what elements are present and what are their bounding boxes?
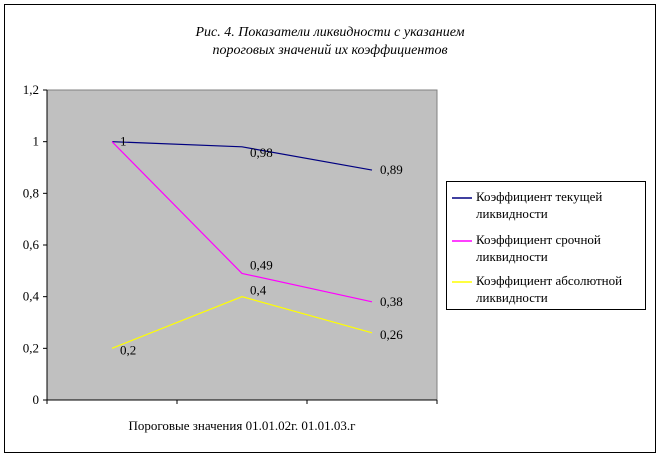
data-label-s1-p3: 0,89 [380, 162, 403, 177]
series-lines [111, 141, 373, 349]
data-label-s3-p3: 0,26 [380, 327, 403, 342]
y-tick-label: 0,2 [23, 340, 39, 355]
chart-title-line-2: пороговых значений их коэффициентов [212, 43, 447, 58]
axes: 0 0,2 0,4 0,6 0,8 1 1,2 [23, 82, 438, 407]
x-axis-label: Пороговые значения 01.01.02г. 01.01.03.г [128, 418, 355, 433]
legend [446, 181, 646, 310]
legend-label-1: ликвидности [476, 206, 548, 221]
legend-label-2: ликвидности [476, 249, 548, 264]
data-label-s1-p1: 1 [120, 134, 127, 149]
legend-entries: Коэффициент текущей ликвидности Коэффициен… [452, 189, 622, 305]
data-label-s3-p2: 0,4 [250, 283, 267, 298]
series-line-2 [111, 141, 373, 303]
legend-label-2: Коэффициент срочной [476, 232, 601, 247]
y-tick-label: 1 [33, 134, 40, 149]
y-tick-label: 1,2 [23, 82, 39, 97]
plot-area [46, 89, 438, 401]
data-label-s3-p1: 0,2 [120, 342, 136, 357]
legend-label-3: Коэффициент абсолютной [476, 273, 622, 288]
y-tick-label: 0,4 [23, 289, 40, 304]
data-labels: 1 0,98 0,89 0,49 0,38 0,2 0,4 0,26 [120, 134, 403, 358]
legend-label-1: Коэффициент текущей [476, 189, 602, 204]
series-line-3 [111, 296, 373, 349]
chart-title-line-1: Рис. 4. Показатели ликвидности с указани… [194, 25, 464, 40]
y-tick-label: 0,6 [23, 237, 40, 252]
y-tick-label: 0 [33, 392, 40, 407]
data-label-s1-p2: 0,98 [250, 145, 273, 160]
data-label-s2-p2: 0,49 [250, 257, 273, 272]
data-label-s2-p3: 0,38 [380, 294, 403, 309]
y-tick-label: 0,8 [23, 185, 39, 200]
series-line-1 [111, 141, 373, 171]
legend-label-3: ликвидности [476, 290, 548, 305]
